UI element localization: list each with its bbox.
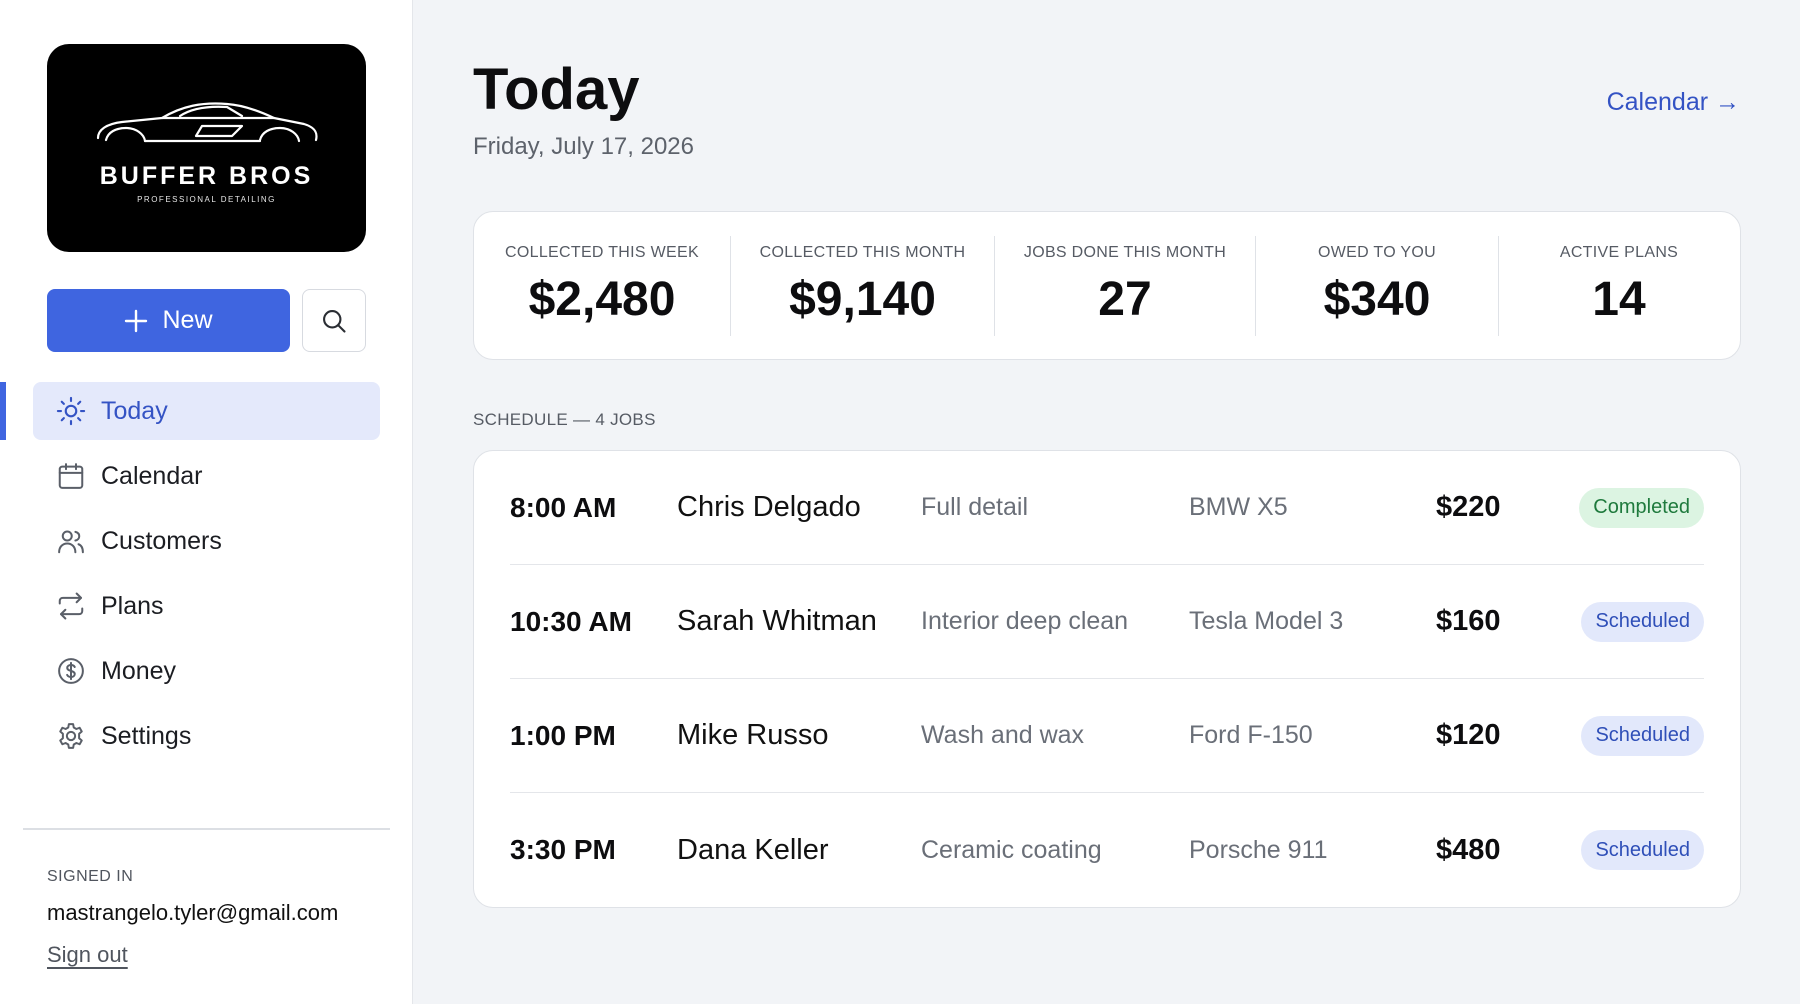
sidebar-divider [23,828,390,830]
stat-value: 14 [1592,273,1646,326]
job-vehicle: Tesla Model 3 [1189,607,1344,635]
dollar-icon [55,655,87,687]
job-time: 1:00 PM [510,719,616,751]
sidebar-item-today[interactable]: Today [0,382,380,440]
search-icon [323,309,346,333]
stats-card: COLLECTED THIS WEEK $2,480 COLLECTED THI… [473,211,1741,360]
sidebar-nav: Today Calendar Customers [0,382,413,772]
stat-value: $340 [1323,273,1431,326]
status-badge: Scheduled [1581,830,1704,870]
plus-icon [125,309,148,332]
schedule-list: 8:00 AM Chris Delgado Full detail BMW X5… [473,450,1741,908]
stat-collected-week: COLLECTED THIS WEEK $2,480 [474,236,730,336]
repeat-icon [55,590,87,622]
new-button[interactable]: New [47,289,290,352]
job-customer: Chris Delgado [677,491,861,523]
sidebar-item-label: Money [101,656,177,685]
stat-collected-month: COLLECTED THIS MONTH $9,140 [730,235,994,336]
brand-name: BUFFER BROS [99,162,314,190]
job-amount: $220 [1436,491,1501,523]
new-button-label: New [162,306,213,334]
status-badge: Scheduled [1581,601,1704,642]
job-customer: Mike Russo [677,719,829,751]
job-vehicle: Porsche 911 [1189,835,1328,864]
job-customer: Sarah Whitman [677,605,877,637]
sidebar-item-label: Plans [101,591,164,620]
sidebar-item-settings[interactable]: Settings [33,707,380,765]
sidebar-item-label: Settings [101,721,192,750]
sidebar-item-label: Calendar [101,461,203,490]
stat-owed: OWED TO YOU $340 [1255,235,1498,336]
page-date: Friday, July 17, 2026 [473,133,695,160]
job-row[interactable]: 1:00 PM Mike Russo Wash and wax Ford F-1… [510,679,1704,793]
job-amount: $120 [1436,719,1501,751]
sidebar-item-customers[interactable]: Customers [33,512,380,570]
job-time: 8:00 AM [510,491,617,523]
job-time: 3:30 PM [510,834,616,865]
sidebar: BUFFER BROS PROFESSIONAL DETAILING New [0,0,413,1004]
job-vehicle: Ford F-150 [1189,721,1313,749]
job-customer: Dana Keller [677,833,829,866]
job-row[interactable]: 8:00 AM Chris Delgado Full detail BMW X5… [510,451,1704,565]
stat-value: $2,480 [528,273,676,326]
sidebar-item-calendar[interactable]: Calendar [33,447,380,505]
job-time: 10:30 AM [510,605,632,637]
sidebar-item-plans[interactable]: Plans [33,577,380,635]
brand-tagline: PROFESSIONAL DETAILING [137,195,276,204]
signed-in-label: SIGNED IN [47,868,134,885]
calendar-link[interactable]: Calendar → [1606,88,1740,116]
calendar-icon [55,460,87,492]
users-icon [55,525,87,557]
page-title: Today [473,57,640,122]
sun-icon [55,395,87,427]
stat-value: 27 [1098,273,1152,326]
job-service: Ceramic coating [921,835,1102,864]
sidebar-item-money[interactable]: Money [33,642,380,700]
job-amount: $160 [1436,605,1501,637]
stat-value: $9,140 [789,273,936,326]
job-row[interactable]: 10:30 AM Sarah Whitman Interior deep cle… [510,565,1704,679]
search-button[interactable] [302,289,366,352]
stat-label: COLLECTED THIS WEEK [505,244,699,261]
status-badge: Completed [1579,487,1704,528]
stat-active-plans: ACTIVE PLANS 14 [1498,235,1739,336]
job-row[interactable]: 3:30 PM Dana Keller Ceramic coating Pors… [510,793,1704,907]
stat-label: ACTIVE PLANS [1559,244,1679,261]
schedule-heading: SCHEDULE — 4 JOBS [473,410,656,429]
car-silhouette-icon [96,102,318,143]
account-email: mastrangelo.tyler@gmail.com [47,900,339,925]
stat-label: OWED TO YOU [1318,244,1436,261]
gear-icon [55,720,87,752]
job-vehicle: BMW X5 [1189,493,1288,521]
job-service: Wash and wax [921,721,1085,749]
stat-label: JOBS DONE THIS MONTH [1023,244,1227,261]
stat-jobs-done: JOBS DONE THIS MONTH 27 [994,235,1255,336]
sidebar-item-label: Today [101,396,168,425]
stat-label: COLLECTED THIS MONTH [759,244,966,261]
sidebar-item-label: Customers [101,526,222,555]
job-amount: $480 [1436,833,1501,866]
job-service: Full detail [921,493,1028,521]
job-service: Interior deep clean [921,607,1129,635]
sign-out-link[interactable]: Sign out [47,942,128,967]
brand-logo[interactable]: BUFFER BROS PROFESSIONAL DETAILING [47,44,366,252]
status-badge: Scheduled [1581,715,1704,756]
